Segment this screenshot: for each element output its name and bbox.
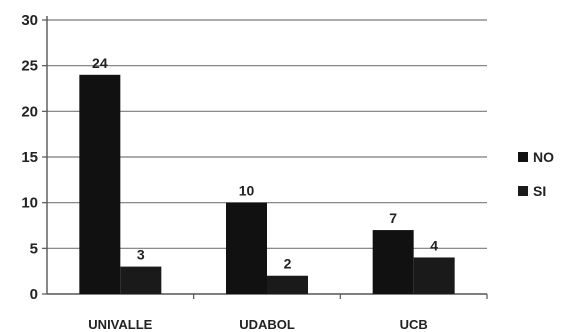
x-category-label: UCB <box>400 317 428 332</box>
legend-label: SI <box>533 183 546 199</box>
bar-no-udabol <box>226 202 267 294</box>
legend-label: NO <box>533 149 554 165</box>
legend: NO SI <box>518 149 554 199</box>
y-axis-ticks: 0 5 10 15 20 25 30 <box>21 12 47 303</box>
x-axis-categories: UNIVALLE UDABOL UCB <box>88 317 427 332</box>
legend-swatch-si <box>518 186 528 196</box>
bar-no-univalle <box>79 74 121 294</box>
data-label: 2 <box>284 256 292 272</box>
legend-swatch-no <box>518 152 528 162</box>
y-tick-label: 5 <box>30 240 38 257</box>
y-tick-label: 20 <box>21 103 38 120</box>
bars <box>79 74 455 294</box>
bar-no-ucb <box>372 230 414 294</box>
y-tick-label: 15 <box>21 149 38 166</box>
y-tick-label: 10 <box>21 195 38 212</box>
data-label: 10 <box>239 183 255 199</box>
x-category-label: UNIVALLE <box>88 317 152 332</box>
data-label: 3 <box>137 247 145 263</box>
bar-si-ucb <box>413 257 455 294</box>
bar-si-univalle <box>120 266 162 294</box>
data-labels: 24 3 10 2 7 4 <box>92 55 438 272</box>
x-category-label: UDABOL <box>239 317 295 332</box>
y-tick-label: 25 <box>21 58 38 75</box>
y-tick-label: 30 <box>21 12 38 29</box>
data-label: 24 <box>92 55 108 71</box>
bar-si-udabol <box>267 275 308 294</box>
data-label: 7 <box>389 210 397 226</box>
data-label: 4 <box>430 237 438 253</box>
y-tick-label: 0 <box>30 286 38 303</box>
